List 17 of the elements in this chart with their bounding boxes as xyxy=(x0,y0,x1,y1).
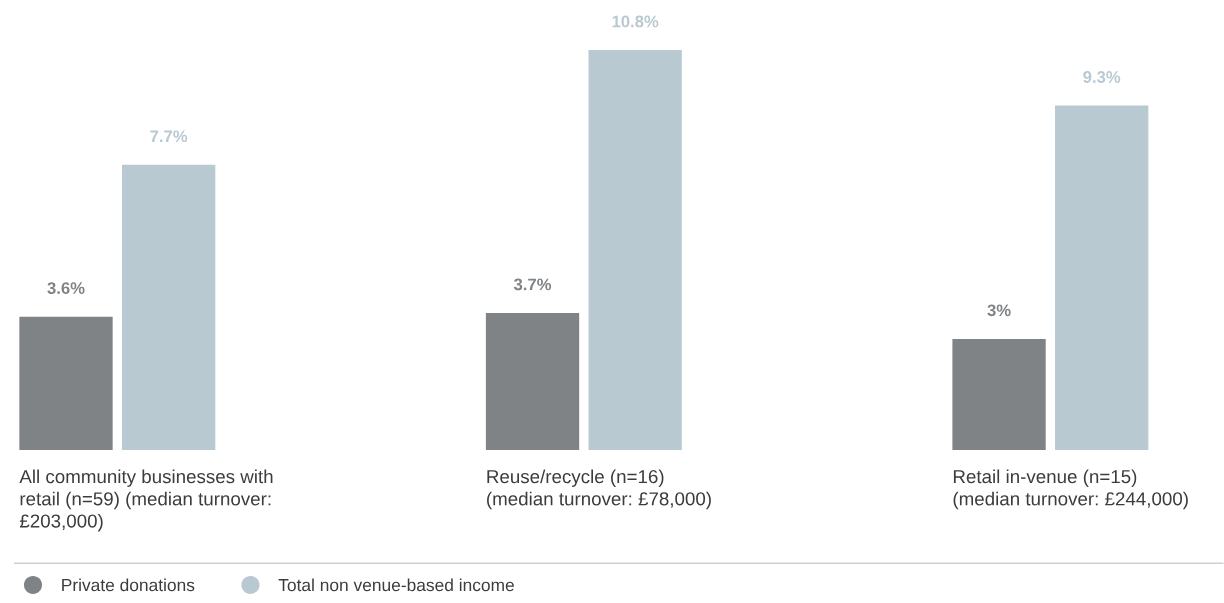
bar xyxy=(485,313,580,451)
bar xyxy=(952,338,1046,451)
bar xyxy=(19,316,113,451)
data-label: 10.8% xyxy=(612,15,659,28)
bar xyxy=(588,50,682,451)
data-label: 9.3% xyxy=(1083,71,1121,83)
data-label: 3.6% xyxy=(47,282,85,294)
data-label: 3% xyxy=(987,304,1011,317)
data-label: 7.7% xyxy=(150,130,188,143)
x-tick-label: Reuse/recycle (n=16) (median turnover: £78,000) xyxy=(487,469,711,510)
legend-label: Private donations xyxy=(62,578,195,592)
bar xyxy=(1055,105,1149,451)
x-tick-label: Retail in-venue (n=15) (median turnover: £244,000) xyxy=(953,469,1188,510)
x-tick-label: All community businesses with retail (n=59) (median turnover: £203,000) xyxy=(19,469,273,532)
data-label: 3.7% xyxy=(513,278,552,291)
legend-label: Total non venue-based income xyxy=(278,578,514,592)
bar xyxy=(121,164,216,451)
